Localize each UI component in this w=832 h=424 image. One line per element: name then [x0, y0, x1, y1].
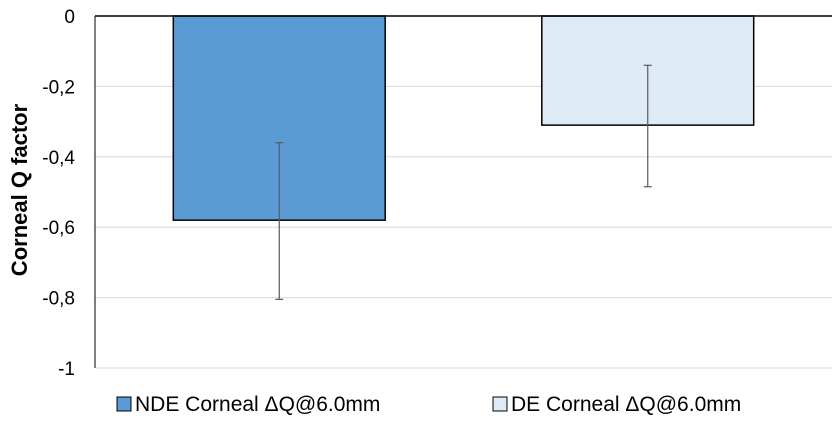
- y-tick-label: -1: [58, 359, 75, 380]
- legend-label: DE Corneal ΔQ@6.0mm: [511, 393, 741, 416]
- y-tick-label: -0,6: [42, 218, 75, 239]
- bars: [172, 15, 755, 221]
- legend-swatch: [492, 396, 508, 412]
- y-tick-labels: 0 -0,2 -0,4 -0,6 -0,8 -1: [42, 7, 75, 380]
- legend-swatch: [116, 396, 132, 412]
- legend-item: NDE Corneal ΔQ@6.0mm: [116, 393, 380, 416]
- y-tick-label: 0: [64, 7, 75, 28]
- error-bars: [275, 64, 652, 300]
- y-tick-label: -0,8: [42, 289, 75, 310]
- legend-item: DE Corneal ΔQ@6.0mm: [492, 393, 741, 416]
- y-axis-title: Corneal Q factor: [7, 103, 32, 276]
- legend-label: NDE Corneal ΔQ@6.0mm: [135, 393, 380, 416]
- y-tick-label: -0,2: [42, 77, 75, 98]
- legend: NDE Corneal ΔQ@6.0mm DE Corneal ΔQ@6.0mm: [116, 393, 741, 416]
- y-tick-label: -0,4: [42, 148, 75, 169]
